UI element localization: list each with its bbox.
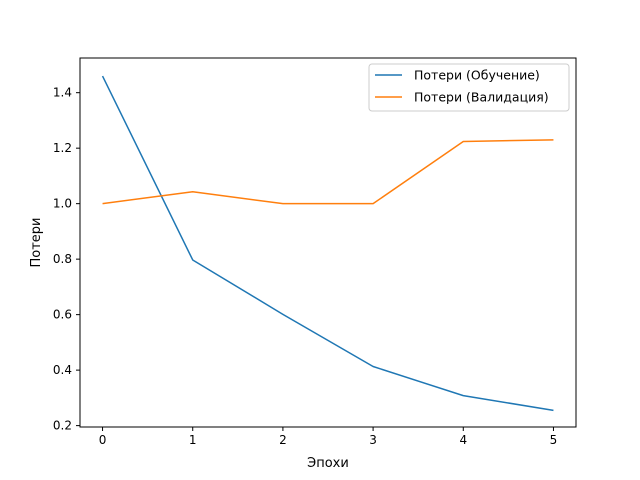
series-line-1 — [102, 139, 554, 205]
y-tick-label: 1.4 — [53, 86, 72, 100]
x-tick-label: 0 — [99, 433, 107, 447]
x-tick-label: 3 — [369, 433, 377, 447]
legend-label-train: Потери (Обучение) — [414, 68, 540, 83]
x-axis-label: Эпохи — [307, 456, 349, 471]
y-tick-label: 0.4 — [53, 363, 72, 377]
x-tick-label: 2 — [279, 433, 287, 447]
x-axis-ticks: 0 1 2 3 4 5 — [99, 427, 558, 447]
legend-label-validation: Потери (Валидация) — [414, 90, 549, 105]
y-axis-label: Потери — [29, 217, 44, 267]
x-tick-label: 5 — [550, 433, 558, 447]
x-tick-label: 4 — [459, 433, 467, 447]
x-tick-label: 1 — [189, 433, 197, 447]
y-tick-label: 0.2 — [53, 419, 72, 433]
plot-area-frame — [79, 57, 577, 428]
legend-frame — [368, 63, 570, 112]
legend: Потери (Обучение) Потери (Валидация) — [368, 63, 570, 112]
plot-layer — [101, 75, 554, 412]
y-tick-label: 0.8 — [53, 252, 72, 266]
y-tick-label: 0.6 — [53, 308, 72, 322]
series-line-0 — [101, 75, 554, 412]
y-axis-ticks: 0.2 0.4 0.6 0.8 1.0 1.2 1.4 — [53, 86, 80, 433]
y-tick-label: 1.0 — [53, 197, 72, 211]
y-tick-label: 1.2 — [53, 141, 72, 155]
